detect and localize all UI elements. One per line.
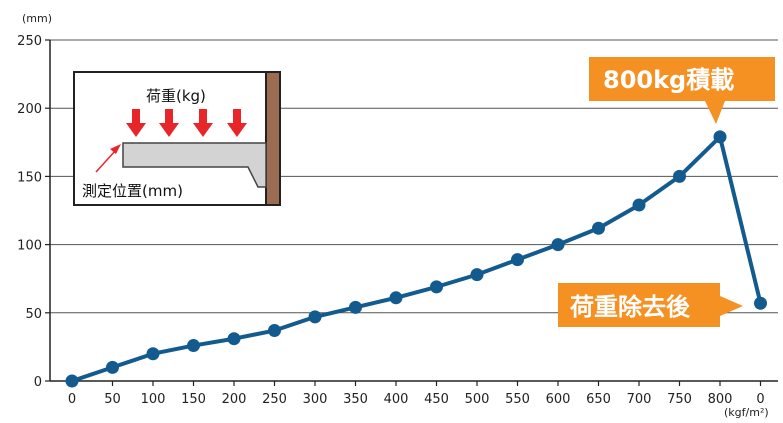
x-tick-label: 0 — [756, 392, 764, 407]
x-tick-label: 150 — [181, 392, 206, 407]
x-tick-label: 50 — [104, 392, 121, 407]
data-point — [632, 198, 646, 212]
x-tick-label: 700 — [627, 392, 652, 407]
x-tick-label: 650 — [586, 392, 611, 407]
x-axis-unit: (kgf/m²) — [724, 406, 769, 419]
data-point — [754, 296, 767, 310]
y-tick-label: 250 — [17, 34, 42, 49]
y-tick-label: 200 — [17, 102, 42, 117]
inset-diagram: 荷重(kg) 測定位置(mm) — [73, 71, 281, 206]
load-label: 荷重(kg) — [146, 87, 206, 105]
x-tick-label: 800 — [708, 392, 733, 407]
data-point — [713, 130, 727, 144]
y-tick-labels: 0 50 100 150 200 250 — [17, 34, 42, 390]
inset-frame — [73, 71, 281, 206]
data-point — [349, 300, 362, 314]
data-point — [470, 268, 484, 282]
data-point — [551, 238, 565, 252]
x-tick-label: 450 — [424, 392, 449, 407]
x-tick-label: 0 — [68, 392, 76, 407]
x-tick-label: 250 — [262, 392, 287, 407]
x-tick-label: 100 — [141, 392, 166, 407]
data-point — [430, 280, 443, 294]
data-point — [268, 324, 281, 338]
y-tick-label: 50 — [25, 307, 42, 322]
load-arrow-icon — [227, 109, 247, 137]
load-arrows — [126, 109, 247, 137]
deflection-line — [71, 134, 763, 383]
callout-unloaded-text: 荷重除去後 — [570, 293, 691, 321]
x-tick-label: 750 — [667, 392, 692, 407]
callout-800kg: 800kg積載 — [589, 57, 775, 124]
y-tick-label: 0 — [34, 375, 42, 390]
data-point — [146, 347, 160, 361]
data-point — [106, 360, 119, 374]
measure-pointer-arrowhead — [110, 144, 121, 154]
load-arrow-icon — [126, 109, 146, 137]
load-arrow-icon — [193, 109, 213, 137]
data-point — [592, 221, 605, 235]
x-tick-label: 400 — [384, 392, 409, 407]
inset-shelf — [122, 142, 267, 188]
callout-unloaded-box — [558, 283, 720, 327]
x-tick-label: 200 — [222, 392, 247, 407]
x-tick-label: 600 — [546, 392, 571, 407]
callout-800kg-text: 800kg積載 — [603, 66, 734, 94]
callout-unloaded-pointer — [720, 296, 743, 316]
callout-800kg-box — [589, 57, 775, 101]
x-tick-labels: 0 50 100 150 200 250 300 350 400 450 500 550 600 650 7… — [68, 381, 765, 407]
axes — [49, 40, 778, 382]
data-point — [227, 332, 241, 346]
data-point — [308, 310, 322, 324]
data-point — [389, 291, 403, 305]
y-tick-label: 100 — [17, 239, 42, 254]
data-point — [187, 339, 200, 353]
load-arrow-icon — [159, 109, 179, 137]
callout-unloaded: 荷重除去後 — [558, 283, 743, 327]
y-axis-unit: (mm) — [22, 12, 52, 25]
x-tick-label: 350 — [343, 392, 368, 407]
x-tick-label: 300 — [303, 392, 328, 407]
x-tick-label: 500 — [465, 392, 490, 407]
callout-800kg-pointer — [705, 101, 725, 124]
y-tick-label: 150 — [17, 170, 42, 185]
measure-pointer-line — [95, 149, 117, 173]
data-point — [511, 253, 524, 267]
series-line — [65, 130, 767, 388]
data-point — [673, 169, 686, 183]
x-tick-label: 550 — [505, 392, 530, 407]
inset-wall — [265, 71, 281, 206]
measure-position-label: 測定位置(mm) — [82, 182, 183, 200]
data-point — [65, 374, 79, 388]
